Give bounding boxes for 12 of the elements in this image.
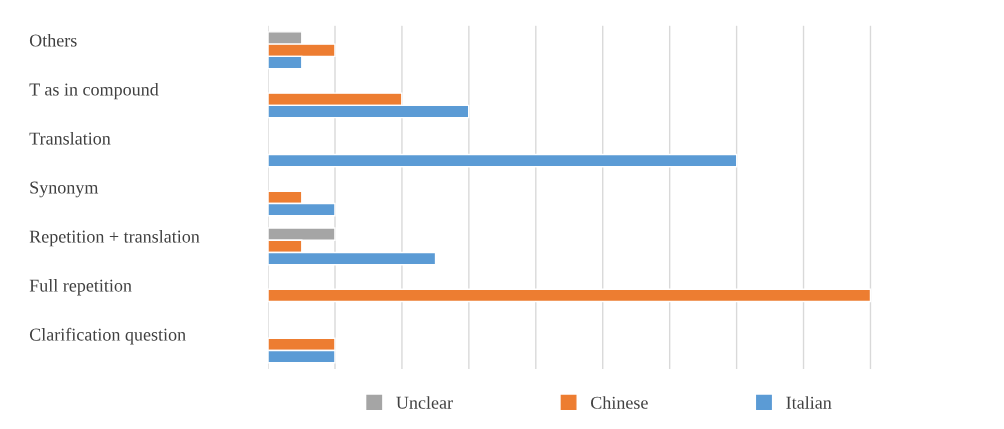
legend-label: Italian [786,396,832,409]
bar [268,288,872,303]
bar [268,153,738,168]
y-tick-label: Repetition + translation [29,229,200,247]
y-tick-label: Synonym [30,181,99,198]
y-tick-label: Clarification question [29,327,186,345]
legend-label: Unclear [396,396,453,409]
y-tick-label: T as in compound [29,82,159,100]
y-tick-label: Full repetition [29,279,132,296]
y-tick-label: Translation [29,131,111,145]
legend-label: Chinese [591,396,648,409]
y-tick-label: Others [29,33,77,47]
